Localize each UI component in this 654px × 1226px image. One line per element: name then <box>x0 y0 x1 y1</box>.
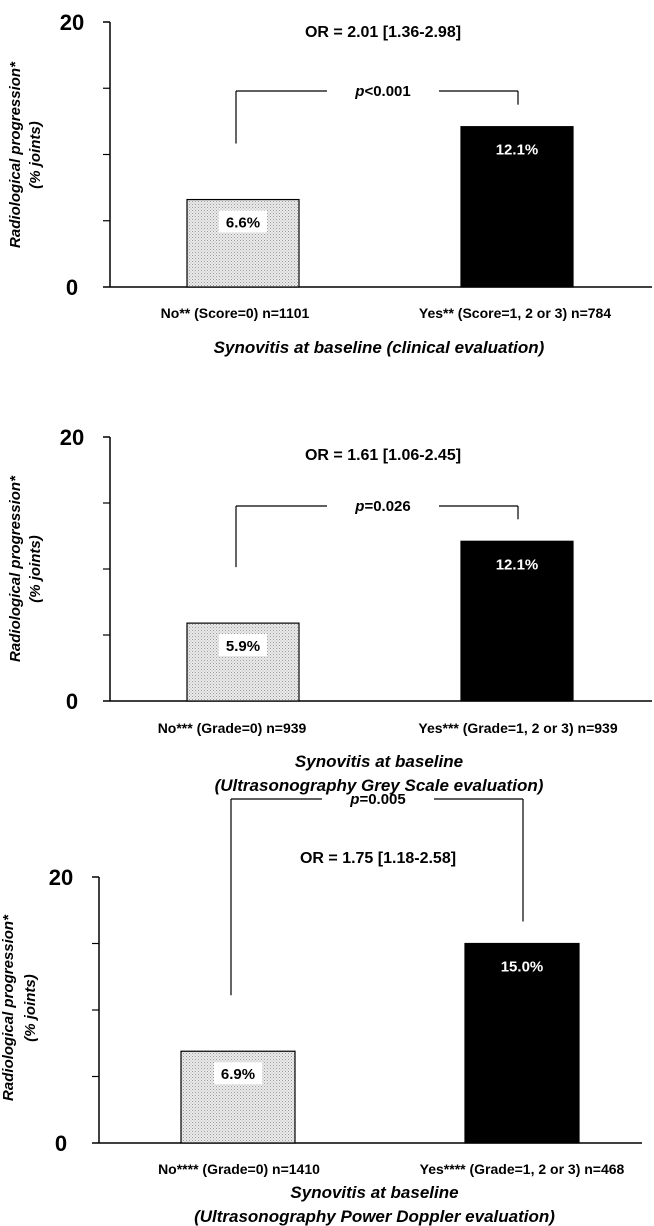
y-axis-label: Radiological progression* <box>7 475 24 662</box>
y-tick-label: 20 <box>60 10 84 35</box>
data-label: 15.0% <box>501 959 544 976</box>
y-tick-label: 0 <box>66 275 78 300</box>
data-label-background <box>219 210 267 233</box>
bar <box>460 126 574 288</box>
x-axis-title: Synovitis at baseline (clinical evaluati… <box>214 338 545 357</box>
p-value: =0.005 <box>359 791 405 808</box>
x-axis-title: Synovitis at baseline <box>295 752 463 771</box>
x-category-label: Yes**** (Grade=1, 2 or 3) n=468 <box>420 1161 625 1177</box>
x-category-label: No*** (Grade=0) n=939 <box>158 720 307 736</box>
p-symbol: p <box>354 498 364 515</box>
odds-ratio-label: OR = 1.61 [1.06-2.45] <box>305 447 461 464</box>
p-value-label: p=0.005 <box>349 791 405 808</box>
x-category-label: Yes*** (Grade=1, 2 or 3) n=939 <box>418 720 617 736</box>
p-value-label: p=0.026 <box>354 498 410 515</box>
p-symbol: p <box>354 83 364 100</box>
data-label-background <box>214 1062 262 1085</box>
y-axis-label: Radiological progression* <box>0 914 17 1101</box>
p-value-label: p<0.001 <box>354 83 410 100</box>
bar <box>460 540 574 702</box>
x-axis-title: Synovitis at baseline <box>290 1183 458 1202</box>
odds-ratio-label: OR = 2.01 [1.36-2.98] <box>305 24 461 41</box>
y-tick-label: 0 <box>66 689 78 714</box>
p-symbol: p <box>349 791 359 808</box>
y-tick-label: 20 <box>49 865 73 890</box>
x-category-label: No** (Score=0) n=1101 <box>161 305 310 321</box>
odds-ratio-label: OR = 1.75 [1.18-2.58] <box>300 850 456 867</box>
data-label-background <box>219 634 267 657</box>
data-label: 6.6% <box>226 215 260 232</box>
p-value: =0.026 <box>364 498 410 515</box>
y-axis-unit: (% joints) <box>27 121 44 189</box>
p-value: <0.001 <box>364 83 410 100</box>
data-label: 5.9% <box>226 638 260 655</box>
y-tick-label: 0 <box>55 1131 67 1156</box>
x-axis-title: (Ultrasonography Power Doppler evaluatio… <box>194 1207 555 1226</box>
y-axis-label: Radiological progression* <box>7 61 24 248</box>
x-category-label: Yes** (Score=1, 2 or 3) n=784 <box>419 305 611 321</box>
data-label: 12.1% <box>496 142 539 159</box>
y-axis-unit: (% joints) <box>27 535 44 603</box>
bar <box>464 942 580 1144</box>
x-axis-title: (Ultrasonography Grey Scale evaluation) <box>215 776 544 795</box>
y-tick-label: 20 <box>60 425 84 450</box>
x-category-label: No**** (Grade=0) n=1410 <box>158 1161 320 1177</box>
y-axis-unit: (% joints) <box>22 974 39 1042</box>
data-label: 6.9% <box>221 1066 255 1083</box>
data-label: 12.1% <box>496 556 539 573</box>
